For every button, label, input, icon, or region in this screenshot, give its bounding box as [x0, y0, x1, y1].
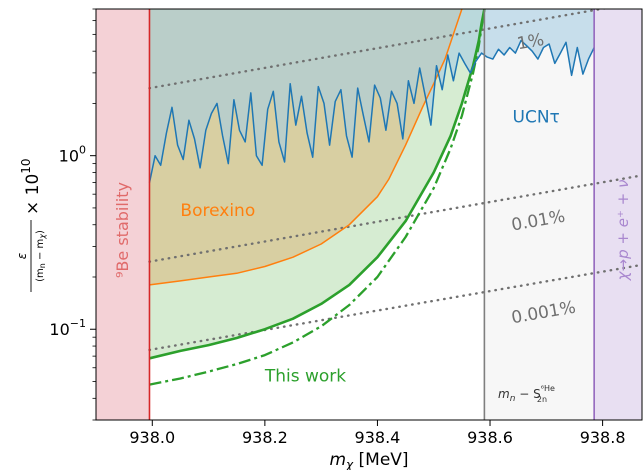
he6-label-sub: 2n: [537, 395, 547, 404]
y-label-times-ten: × 10: [23, 174, 43, 215]
ucn-tau-label: UCNτ: [513, 108, 560, 128]
x-tick-label: 938.8: [580, 428, 626, 447]
be9_stability-region: [96, 9, 150, 420]
dotted-guide-1: [148, 174, 642, 263]
this-work-label: This work: [264, 366, 346, 386]
he6-label-sup: ⁶He: [541, 384, 555, 393]
y-label-den-sub-chi: χ: [38, 234, 47, 240]
x-tick-label: 938.4: [355, 428, 401, 447]
y-tick-exponent: −1: [70, 317, 86, 330]
he6-label-sub-n: n: [510, 394, 516, 404]
chi_decay-region: [594, 9, 642, 420]
x-tick-label: 938.2: [242, 428, 288, 447]
x-tick-label: 938.0: [129, 428, 175, 447]
y-label-den-mid: − m: [35, 239, 46, 263]
y-label-denominator: (mn − mχ): [35, 230, 47, 282]
y-label-den-sub-n: n: [38, 263, 47, 268]
this-work-line: [149, 9, 486, 360]
y-label-den-close: ): [35, 230, 46, 234]
y-label-den-open: (m: [35, 268, 46, 282]
y-tick-base: 10: [59, 147, 79, 166]
x-label-sub: χ: [345, 458, 354, 470]
he6-bound-label: mn − S⁶He 2n: [498, 384, 555, 404]
x-label-unit: [MeV]: [353, 450, 408, 470]
y-axis-label: ε (mn − mχ) × 1010: [15, 158, 47, 292]
ucn-tau-fill: [149, 9, 595, 183]
y-label-numerator: ε: [15, 252, 29, 259]
x-axis-label: mχ [MeV]: [329, 450, 408, 470]
he6-label-minus: − S: [515, 387, 540, 401]
borexino-label: Borexino: [180, 201, 255, 221]
dotted-guide-0: [148, 9, 608, 90]
he6-label-m: m: [498, 387, 510, 401]
x-tick-label: 938.6: [467, 428, 513, 447]
plot-frame: [95, 8, 643, 421]
ucn-tau-line: [148, 39, 595, 183]
dotted-guide-2: [148, 263, 642, 352]
y-tick-label: 100: [59, 144, 86, 166]
chi-decay-label: χ→p + e⁺ + ν: [614, 180, 632, 282]
be9-stability-label: ⁹Be stability: [113, 182, 132, 278]
y-tick-label: 10−1: [49, 317, 86, 339]
y-tick-base: 10: [49, 320, 69, 339]
y-tick-exponent: 0: [79, 144, 86, 157]
this-work-dashdot-line: [149, 9, 486, 386]
y-label-exponent: 10: [19, 158, 33, 173]
borexino-line: [149, 9, 463, 286]
y-label-factor: × 1010: [19, 158, 43, 215]
he6_bound-region: [484, 9, 595, 420]
one-percent-label: 1%: [516, 30, 546, 54]
x-label-var: m: [329, 450, 346, 470]
